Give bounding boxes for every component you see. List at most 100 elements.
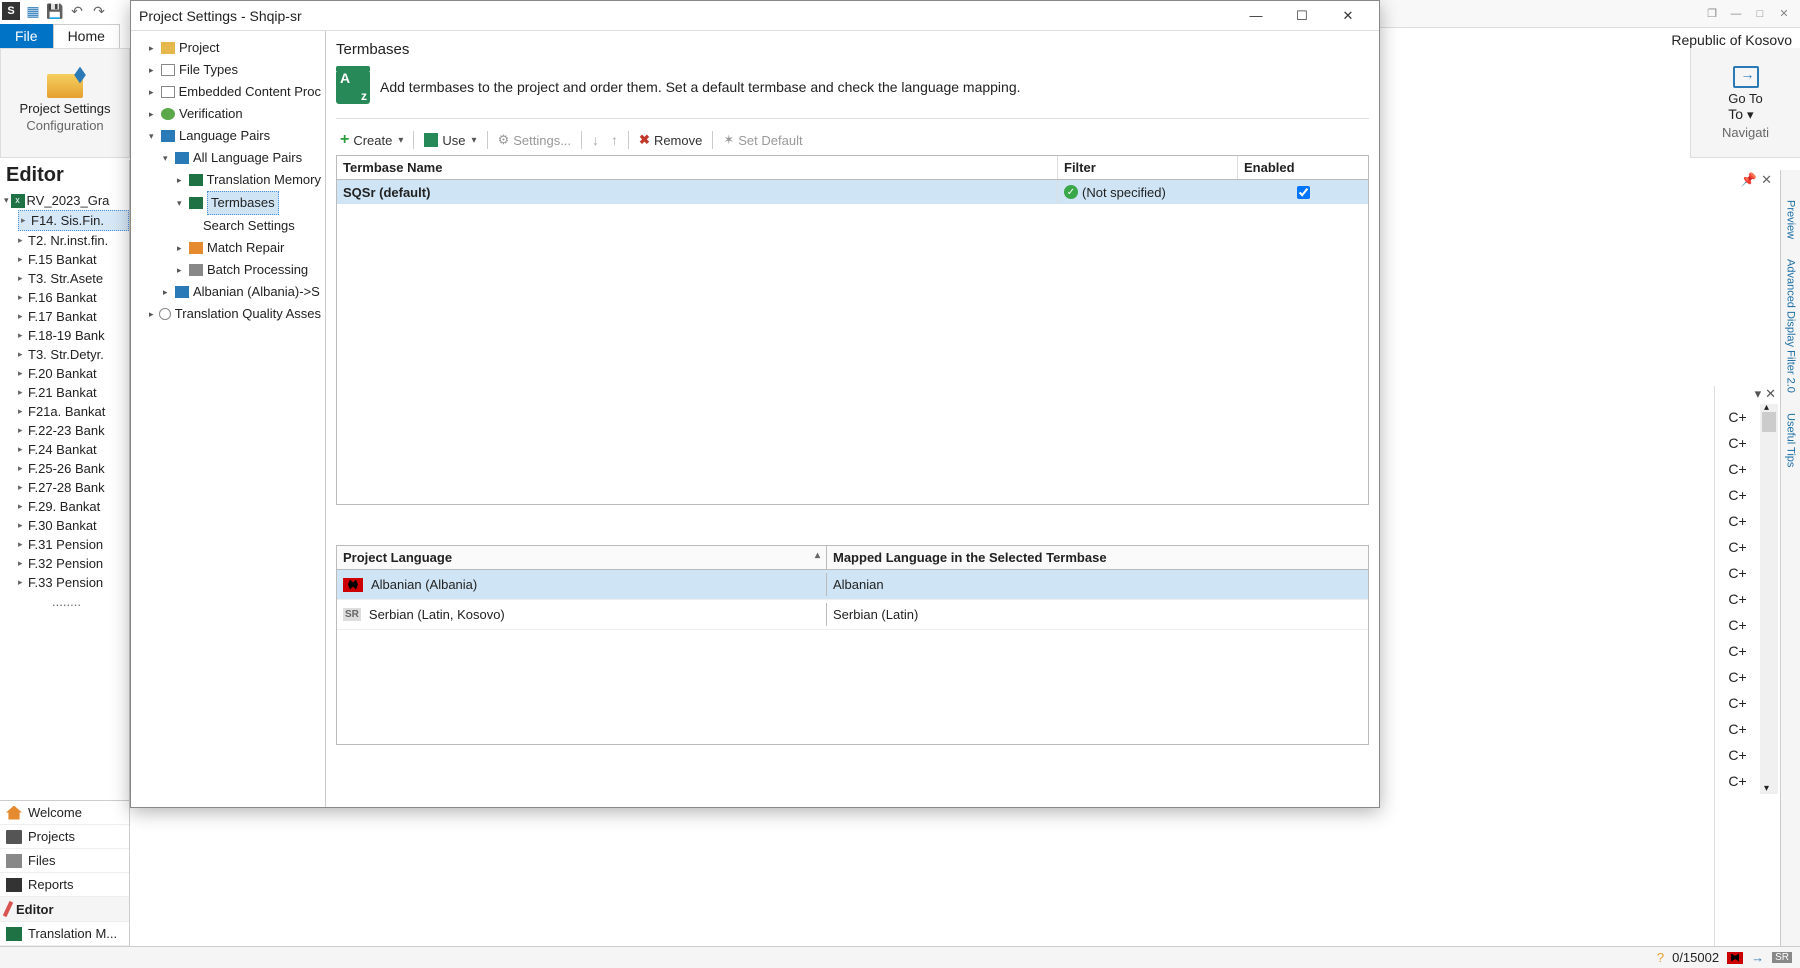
col-project-language[interactable]: Project Language ▴ [337, 546, 827, 569]
minimize-button[interactable]: — [1233, 2, 1279, 30]
file-item[interactable]: F.20 Bankat [18, 364, 129, 383]
move-up-button[interactable]: ↑ [607, 130, 622, 150]
tree-verification[interactable]: Verification [149, 103, 321, 125]
file-item[interactable]: F14. Sis.Fin. [18, 210, 129, 231]
settings-button[interactable]: ⚙Settings... [494, 130, 575, 150]
tree-language-pairs[interactable]: Language Pairs [149, 125, 321, 147]
nav-welcome[interactable]: Welcome [0, 801, 129, 825]
nav-reports[interactable]: Reports [0, 873, 129, 897]
nav-icon [3, 901, 13, 917]
file-item[interactable]: F.18-19 Bank [18, 326, 129, 345]
file-item[interactable]: T3. Str.Asete [18, 269, 129, 288]
vtab-preview[interactable]: Preview [1785, 200, 1797, 239]
bg-maximize-icon[interactable]: □ [1750, 5, 1770, 23]
tree-match-repair[interactable]: Match Repair [177, 237, 321, 259]
file-item[interactable]: F.30 Bankat [18, 516, 129, 535]
status-cell: C+ [1715, 430, 1760, 456]
dialog-title: Project Settings - Shqip-sr [139, 8, 1233, 24]
file-tree-root[interactable]: ▾ x RV_2023_Gra [4, 191, 129, 210]
app-icon: S [2, 2, 20, 20]
nav-translation-m-[interactable]: Translation M... [0, 922, 129, 946]
move-down-button[interactable]: ↓ [588, 130, 603, 150]
file-item[interactable]: T3. Str.Detyr. [18, 345, 129, 364]
help-icon[interactable]: ? [1657, 950, 1664, 965]
redo-icon[interactable]: ↷ [90, 2, 108, 20]
tree-file-types[interactable]: File Types [149, 59, 321, 81]
status-cell: C+ [1715, 482, 1760, 508]
status-cell: C+ [1715, 664, 1760, 690]
use-button[interactable]: Use▾ [420, 131, 480, 150]
settings-tree[interactable]: Project File Types Embedded Content Proc… [131, 31, 326, 807]
tab-home[interactable]: Home [53, 24, 120, 48]
nav-icon [6, 878, 22, 892]
file-item[interactable]: F.17 Bankat [18, 307, 129, 326]
excel-icon: x [11, 194, 25, 208]
tab-file[interactable]: File [0, 24, 53, 48]
tree-termbases[interactable]: Termbases [177, 191, 321, 215]
termbase-row[interactable]: SQSr (default)✓(Not specified) [337, 180, 1368, 204]
file-item[interactable]: T2. Nr.inst.fin. [18, 231, 129, 250]
termbases-grid[interactable]: Termbase Name Filter Enabled SQSr (defau… [336, 155, 1369, 505]
nav-icon [6, 854, 22, 868]
language-row[interactable]: SRSerbian (Latin, Kosovo)Serbian (Latin) [337, 600, 1368, 630]
nav-files[interactable]: Files [0, 849, 129, 873]
addin-icon[interactable]: ▦ [24, 2, 42, 20]
close-panel-icon[interactable]: ✕ [1761, 172, 1772, 188]
remove-button[interactable]: ✖Remove [635, 130, 706, 150]
bg-restore-icon[interactable]: ❐ [1702, 5, 1722, 23]
file-item[interactable]: F.16 Bankat [18, 288, 129, 307]
tree-tm[interactable]: Translation Memory [177, 169, 321, 191]
file-item[interactable]: F.27-28 Bank [18, 478, 129, 497]
nav-projects[interactable]: Projects [0, 825, 129, 849]
bg-minimize-icon[interactable]: — [1726, 5, 1746, 23]
tree-albanian-pair[interactable]: Albanian (Albania)->S [163, 281, 321, 303]
file-item[interactable]: F.24 Bankat [18, 440, 129, 459]
file-item[interactable]: F.32 Pension [18, 554, 129, 573]
status-cell: C+ [1715, 404, 1760, 430]
tree-all-lang-pairs[interactable]: All Language Pairs [163, 147, 321, 169]
vtab-advanced-display-filter-[interactable]: Advanced Display Filter 2.0 [1785, 259, 1797, 393]
goto-label[interactable]: Go ToTo ▾ [1728, 90, 1762, 123]
col-mapped-language[interactable]: Mapped Language in the Selected Termbase [827, 546, 1368, 569]
file-item[interactable]: F.22-23 Bank [18, 421, 129, 440]
tree-embedded[interactable]: Embedded Content Proc [149, 81, 321, 103]
sort-asc-icon: ▴ [815, 550, 820, 565]
termbase-name-cell: SQSr (default) [337, 181, 1058, 204]
termbase-filter-cell[interactable]: ✓(Not specified) [1058, 183, 1238, 202]
tree-search-settings[interactable]: Search Settings [191, 215, 321, 237]
col-filter[interactable]: Filter [1058, 156, 1238, 179]
file-item[interactable]: F.29. Bankat [18, 497, 129, 516]
file-item[interactable]: F.33 Pension [18, 573, 129, 592]
create-button[interactable]: +Create▾ [336, 129, 407, 151]
set-default-button[interactable]: ✶Set Default [719, 130, 806, 150]
col-termbase-name[interactable]: Termbase Name [337, 156, 1058, 179]
maximize-button[interactable]: ☐ [1279, 2, 1325, 30]
tree-batch[interactable]: Batch Processing [177, 259, 321, 281]
nav-icon [6, 927, 22, 941]
undo-icon[interactable]: ↶ [68, 2, 86, 20]
enabled-checkbox[interactable] [1297, 186, 1310, 199]
col-enabled[interactable]: Enabled [1238, 156, 1368, 179]
file-item[interactable]: F.21 Bankat [18, 383, 129, 402]
save-icon[interactable]: 💾 [46, 2, 64, 20]
language-mapping-grid[interactable]: Project Language ▴ Mapped Language in th… [336, 545, 1369, 745]
termbase-enabled-cell[interactable] [1238, 186, 1368, 199]
file-item[interactable]: F.31 Pension [18, 535, 129, 554]
pin-icon[interactable]: 📌 [1741, 172, 1757, 188]
vtab-useful-tips[interactable]: Useful Tips [1785, 413, 1797, 467]
goto-icon[interactable] [1733, 66, 1759, 88]
tree-project[interactable]: Project [149, 37, 321, 59]
nav-editor[interactable]: Editor [0, 897, 129, 922]
scrollbar[interactable]: ▴ ▾ [1760, 404, 1778, 794]
panel-dropdown-icon[interactable]: ▾ [1755, 386, 1762, 404]
file-item[interactable]: F.15 Bankat [18, 250, 129, 269]
file-item[interactable]: F.25-26 Bank [18, 459, 129, 478]
project-settings-icon[interactable] [47, 74, 83, 98]
bg-close-icon[interactable]: ✕ [1774, 5, 1794, 23]
file-item[interactable]: F21a. Bankat [18, 402, 129, 421]
close-button[interactable]: ✕ [1325, 2, 1371, 30]
language-row[interactable]: Albanian (Albania)Albanian [337, 570, 1368, 600]
nav-label: Projects [28, 829, 75, 844]
default-icon: ✶ [723, 132, 734, 148]
tree-tqa[interactable]: Translation Quality Asses [149, 303, 321, 325]
